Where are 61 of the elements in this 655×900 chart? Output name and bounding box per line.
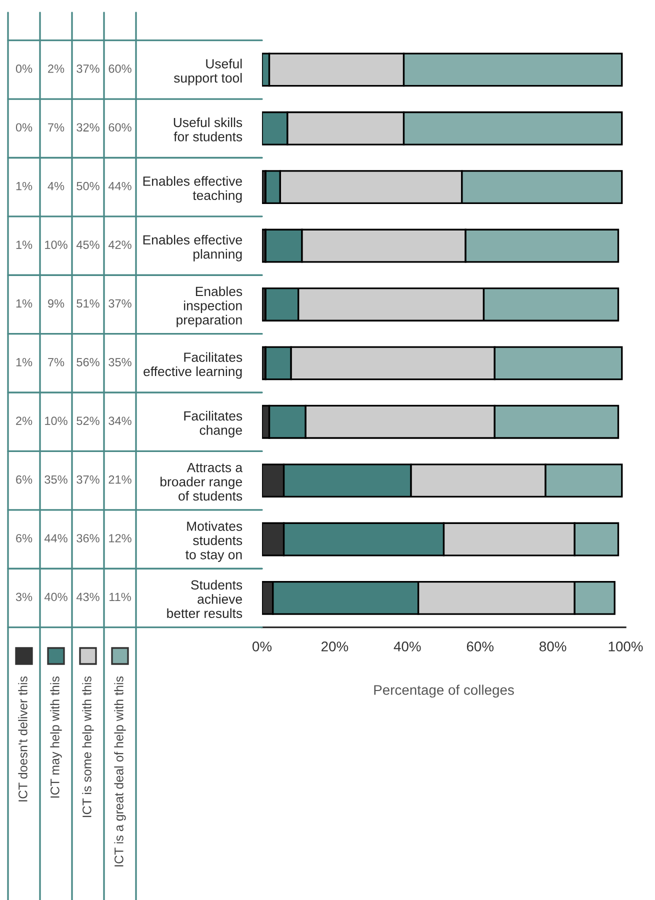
data-label: 56%	[76, 358, 100, 366]
data-label: 44%	[44, 534, 68, 542]
data-label: 42%	[108, 240, 132, 249]
data-label: 51%	[76, 299, 100, 308]
x-tick-label: 100%	[608, 642, 643, 652]
data-label: 37%	[76, 475, 100, 484]
data-label: 35%	[44, 475, 68, 484]
data-label: 6%	[16, 475, 32, 484]
data-label: 0%	[16, 123, 32, 132]
y-tick-label: Enables inspection preparation	[176, 286, 242, 328]
data-label: 50%	[76, 182, 100, 190]
data-label: 60%	[108, 123, 132, 132]
data-label: 11%	[110, 592, 131, 602]
x-tick-label: 40%	[394, 642, 421, 652]
y-tick-label: Enables effective planning	[143, 234, 242, 262]
y-tick-label: Enables effective teaching	[143, 176, 242, 203]
data-label: 10%	[45, 416, 68, 426]
data-label: 1%	[16, 182, 32, 190]
data-label: 1%	[16, 299, 32, 308]
data-label: 10%	[45, 240, 68, 249]
data-label: 2%	[48, 64, 64, 73]
y-tick-label: Facilitates effective learning	[144, 352, 242, 379]
data-label: 0%	[16, 64, 32, 73]
y-tick-label: Students achieve better results	[167, 580, 242, 618]
data-label: 1%	[16, 240, 32, 249]
y-tick-label: Useful skills for students	[174, 117, 242, 142]
data-label: 7%	[48, 123, 64, 132]
x-tick-label: 0%	[252, 642, 272, 652]
x-axis-title: Percentage of colleges	[374, 684, 514, 698]
data-label: 1%	[16, 358, 32, 366]
data-label: 36%	[76, 534, 100, 542]
data-label: 32%	[76, 123, 100, 132]
data-label: 21%	[108, 475, 132, 484]
data-label: 40%	[44, 592, 68, 602]
data-label: 60%	[108, 64, 132, 73]
y-tick-label: Motivates students to stay on	[186, 521, 242, 562]
data-label: 52%	[76, 416, 100, 426]
data-label: 3%	[16, 592, 32, 602]
data-label: 6%	[16, 534, 32, 542]
data-label: 2%	[16, 416, 32, 425]
legend-label: ICT is some help with this	[82, 676, 94, 818]
x-tick-label: 80%	[540, 642, 566, 652]
x-tick-label: 20%	[322, 642, 348, 652]
data-label: 7%	[48, 358, 64, 366]
legend-label: ICT may help with this	[50, 676, 62, 798]
legend-label: ICT doesn't deliver this	[18, 676, 28, 802]
data-label: 4%	[48, 182, 64, 190]
data-label: 9%	[48, 299, 64, 308]
data-label: 12%	[109, 534, 132, 542]
data-label: 43%	[76, 592, 100, 602]
y-tick-label: Facilitates change	[184, 410, 242, 438]
data-label: 35%	[108, 358, 132, 366]
data-label: 34%	[108, 416, 132, 426]
y-tick-label: Useful support tool	[174, 58, 242, 86]
data-label: 45%	[76, 240, 100, 249]
y-tick-label: Attracts a broader range of students	[160, 463, 243, 501]
legend-label: ICT is a great deal of help with this	[114, 676, 126, 866]
x-tick-label: 60%	[466, 642, 494, 652]
data-label: 37%	[108, 299, 132, 308]
data-label: 44%	[108, 182, 132, 190]
data-label: 37%	[76, 64, 100, 73]
